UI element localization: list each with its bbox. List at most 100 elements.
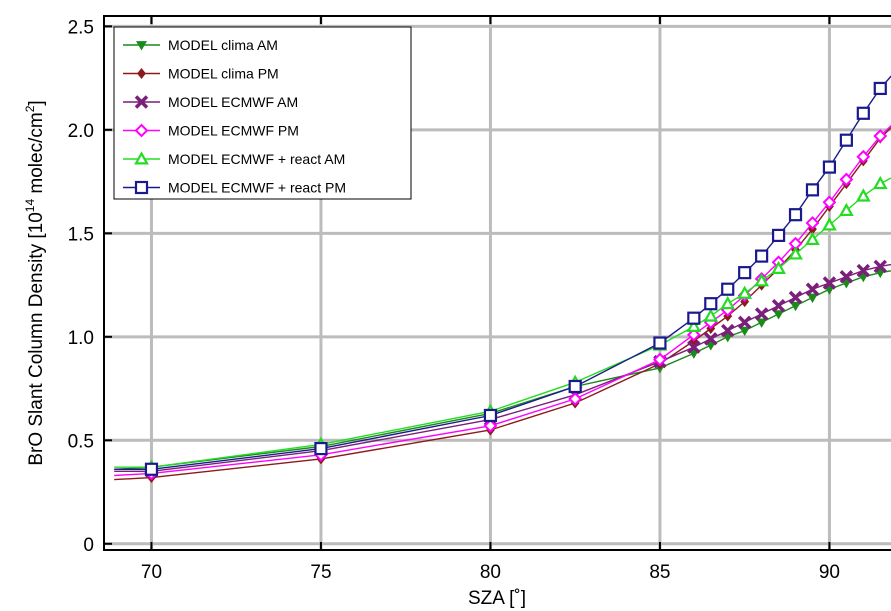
legend-item: MODEL clima AM <box>123 37 278 53</box>
legend: MODEL clima AM MODEL clima PM MODEL ECMWF … <box>113 26 412 200</box>
legend-item: MODEL clima PM <box>123 66 279 82</box>
data-point <box>839 172 854 187</box>
data-point <box>771 260 786 275</box>
data-point <box>872 175 888 190</box>
data-point <box>703 308 719 322</box>
data-point <box>856 149 871 164</box>
data-point <box>686 327 701 342</box>
legend-label: MODEL clima PM <box>168 66 279 82</box>
data-point <box>134 151 149 165</box>
data-point <box>704 297 718 311</box>
y-axis-label-exp: 14 <box>23 199 37 213</box>
data-point <box>771 299 786 313</box>
data-point <box>137 68 146 79</box>
y-tick-label: 1.0 <box>68 328 94 349</box>
data-point <box>805 183 820 197</box>
data-point <box>686 318 702 332</box>
data-point <box>653 336 667 350</box>
legend-item: MODEL ECMWF AM <box>123 94 298 110</box>
y-tick-label: 0.5 <box>68 431 94 452</box>
legend-box <box>113 26 412 200</box>
x-tick-label: 85 <box>649 562 670 583</box>
axis-ticks: 70 75 80 85 90 0 0.5 1.0 1.5 2.0 2.5 <box>68 16 840 583</box>
y-axis-label: BrO Slant Column Density [1014 molec/cm2… <box>23 100 47 465</box>
legend-item: MODEL ECMWF + react AM <box>123 151 345 167</box>
data-point <box>873 129 888 143</box>
legend-item: MODEL ECMWF PM <box>123 123 299 139</box>
y-tick-label: 1.5 <box>68 224 94 245</box>
data-point <box>755 249 769 263</box>
data-point <box>653 352 667 367</box>
data-point <box>687 340 701 354</box>
x-tick-label: 70 <box>141 562 162 583</box>
plot-frame <box>103 15 891 551</box>
data-point <box>822 160 837 174</box>
data-point <box>856 263 871 278</box>
data-point <box>687 311 701 325</box>
y-tick-label: 0 <box>83 535 94 556</box>
data-point <box>568 391 583 406</box>
legend-item: MODEL ECMWF + react PM <box>123 180 346 196</box>
legend-label: MODEL ECMWF + react AM <box>168 151 345 167</box>
data-point <box>483 408 498 423</box>
data-point <box>754 307 769 321</box>
data-point <box>873 81 887 96</box>
data-point <box>738 266 752 280</box>
legend-label: MODEL ECMWF + react PM <box>168 180 346 196</box>
data-point <box>790 301 802 312</box>
legend-label: MODEL ECMWF PM <box>168 123 299 139</box>
y-tick-label: 2.5 <box>68 17 94 38</box>
data-point <box>822 195 837 210</box>
data-point <box>134 95 149 109</box>
x-axis-label: SZA [˚] <box>468 588 526 609</box>
data-point <box>855 188 871 202</box>
series-3 <box>114 259 891 479</box>
data-point <box>805 282 820 296</box>
data-point <box>856 106 870 120</box>
data-point <box>134 180 149 195</box>
data-point <box>839 270 854 284</box>
y-axis-label-unit-exp: 2 <box>23 105 37 112</box>
data-point <box>737 285 753 299</box>
data-point <box>839 202 854 217</box>
data-point <box>805 231 820 246</box>
data-point <box>788 246 803 260</box>
y-axis-label-main: BrO Slant Column Density [10 <box>26 212 47 465</box>
data-point <box>721 282 735 296</box>
data-point <box>720 323 735 338</box>
series-layer <box>114 75 891 484</box>
data-point <box>483 418 498 433</box>
data-point <box>839 133 853 147</box>
data-point <box>568 379 582 394</box>
data-point <box>704 332 718 346</box>
data-point <box>788 208 803 222</box>
series-line <box>114 177 891 468</box>
y-axis-label-end: ] <box>26 100 47 105</box>
data-point <box>737 315 752 330</box>
data-point <box>773 310 785 320</box>
data-point <box>134 123 149 138</box>
x-tick-label: 90 <box>819 562 840 583</box>
data-point <box>822 217 837 231</box>
data-point <box>756 318 768 328</box>
data-point <box>754 273 769 287</box>
data-point <box>136 41 147 51</box>
data-point <box>144 462 159 476</box>
x-tick-label: 75 <box>310 562 331 583</box>
legend-label: MODEL ECMWF AM <box>168 94 298 110</box>
data-point <box>788 290 803 305</box>
data-point <box>720 295 736 310</box>
series-6 <box>114 75 891 476</box>
legend-label: MODEL clima AM <box>168 37 278 53</box>
data-point <box>771 228 786 242</box>
data-point <box>805 216 820 230</box>
y-tick-label: 2.0 <box>68 121 94 142</box>
data-point <box>822 276 837 290</box>
data-point <box>806 293 818 303</box>
data-point <box>873 259 888 274</box>
x-tick-label: 80 <box>480 562 501 583</box>
data-point <box>314 441 328 456</box>
y-axis-label-unit: molec/cm <box>26 112 47 199</box>
data-point <box>739 326 751 337</box>
